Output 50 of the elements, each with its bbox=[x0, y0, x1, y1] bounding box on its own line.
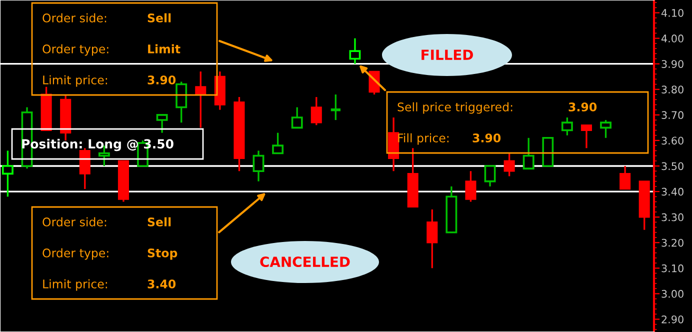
y-tick-label: 3.80 bbox=[662, 86, 684, 94]
y-tick-label: 3.50 bbox=[662, 162, 684, 170]
candlestick bbox=[79, 147, 90, 190]
annotation: Order side: bbox=[42, 217, 106, 226]
y-tick-label: 3.00 bbox=[662, 290, 684, 298]
candlestick bbox=[176, 80, 188, 124]
candlestick bbox=[291, 106, 303, 129]
annotation: Order type: bbox=[42, 44, 108, 56]
y-tick-label: 3.10 bbox=[662, 264, 684, 272]
candlestick bbox=[465, 170, 476, 203]
candlestick bbox=[484, 165, 496, 188]
annotation: FILLED bbox=[422, 50, 473, 60]
annotation: 3.90 bbox=[568, 102, 597, 112]
candlestick bbox=[156, 114, 168, 134]
y-tick-label: 3.30 bbox=[662, 213, 684, 222]
y-tick-label: 3.40 bbox=[662, 188, 684, 196]
annotation: Stop bbox=[148, 248, 178, 260]
annotation: 3.90 bbox=[148, 75, 176, 84]
candlestick bbox=[600, 119, 612, 139]
annotation: CANCELLED bbox=[260, 256, 350, 268]
candlestick bbox=[504, 152, 515, 178]
candlestick bbox=[2, 150, 14, 198]
annotation: 3.90 bbox=[472, 133, 501, 142]
annotation: Limit price: bbox=[43, 279, 107, 291]
candlestick bbox=[349, 37, 361, 65]
y-tick-label: 3.70 bbox=[662, 111, 684, 120]
candlestick bbox=[310, 96, 322, 126]
annotation: Limit bbox=[148, 44, 180, 54]
candlestick bbox=[522, 137, 534, 170]
candlestick bbox=[580, 124, 592, 149]
y-tick-label: 4.00 bbox=[661, 34, 684, 42]
annotation: Limit price: bbox=[43, 75, 107, 87]
annotation: Sell bbox=[148, 217, 171, 226]
annotation: Order type: bbox=[42, 248, 108, 260]
y-tick-label: 3.20 bbox=[662, 238, 684, 247]
annotation: Sell bbox=[148, 13, 171, 22]
candlestick bbox=[195, 70, 206, 129]
annotation: Sell price triggered: bbox=[398, 102, 512, 114]
y-tick-label: 2.90 bbox=[662, 315, 684, 324]
annotation: 3.40 bbox=[148, 279, 176, 288]
candlestick bbox=[620, 165, 631, 190]
candlestick bbox=[252, 150, 264, 182]
candlestick bbox=[329, 94, 342, 121]
candlestick bbox=[272, 132, 284, 154]
candlestick bbox=[426, 208, 438, 269]
y-tick-label: 3.60 bbox=[662, 136, 684, 145]
candlestick bbox=[561, 116, 573, 136]
y-tick-label: 4.10 bbox=[661, 8, 684, 17]
annotation: Order side: bbox=[42, 13, 106, 22]
y-tick-label: 3.90 bbox=[662, 60, 684, 68]
